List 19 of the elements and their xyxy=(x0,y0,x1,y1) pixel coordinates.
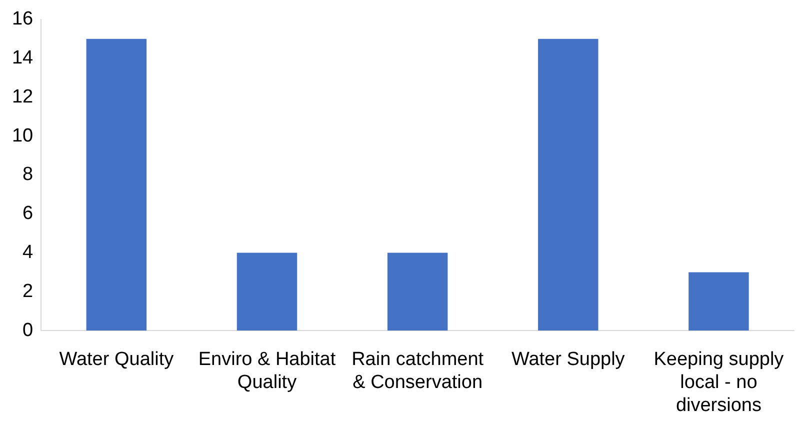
x-tick-label: Rain catchment & Conservation xyxy=(352,349,484,394)
y-tick-label: 16 xyxy=(12,8,34,30)
bar xyxy=(387,252,448,331)
y-tick-label: 2 xyxy=(22,280,34,302)
x-tick-label: Keeping supply local - no diversions xyxy=(654,349,784,416)
bar xyxy=(688,272,749,331)
bar xyxy=(86,38,147,331)
y-tick-label: 8 xyxy=(22,164,34,186)
y-tick-label: 0 xyxy=(22,320,34,341)
x-tick-label: Water Supply xyxy=(511,349,626,370)
bar xyxy=(236,252,298,331)
y-tick-label: 6 xyxy=(22,203,34,224)
x-tick-label: Water Quality xyxy=(59,349,174,370)
y-tick-label: 14 xyxy=(12,48,34,69)
y-tick-label: 4 xyxy=(22,242,34,264)
y-tick-label: 12 xyxy=(12,86,34,108)
x-tick-label: Enviro & Habitat Quality xyxy=(198,349,336,394)
y-tick-label: 10 xyxy=(12,125,34,146)
bar xyxy=(538,38,598,331)
